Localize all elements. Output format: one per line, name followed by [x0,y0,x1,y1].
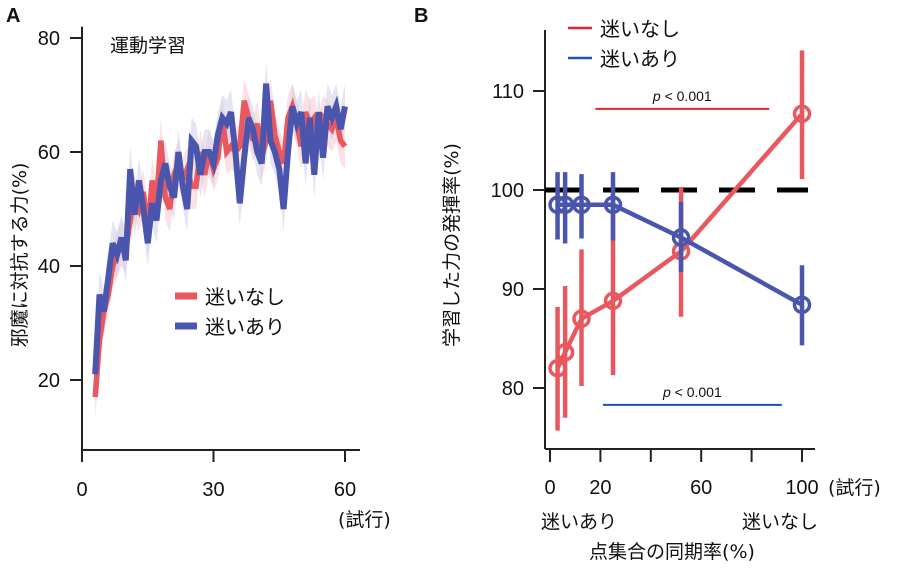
a-xtick-label: 0 [76,479,87,501]
a-ytick-label: 20 [38,370,60,392]
a-ytick-label: 60 [38,142,60,164]
panel-a-legend: 迷いなし 迷いあり [175,285,285,339]
panel-b-significance: p < 0.001 p < 0.001 [595,88,782,406]
panel-a: A 運動学習 20 40 60 80 0 30 60 邪魔に対抗する力(%) (試行) 迷い… [6,5,391,531]
b-point-0-5 [792,104,812,124]
b-point-0-2 [572,309,591,328]
b-ytick-label: 80 [502,378,524,400]
legend-label-no-hesitation-b: 迷いなし [600,17,680,41]
b-significance-label-1: p < 0.001 [662,384,722,400]
panel-b-axes: 80 90 100 110 0 20 60 100 [491,30,819,499]
b-significance-label-0: p < 0.001 [652,88,712,104]
a-xtick-label: 30 [202,479,224,501]
panel-a-letter: A [6,5,20,27]
b-point-1-5 [792,295,812,315]
panel-a-title: 運動学習 [110,35,186,57]
panel-a-ylabel: 邪魔に対抗する力(%) [9,163,31,348]
b-ytick-label: 110 [492,81,524,103]
panel-a-axes: 20 40 60 80 0 30 60 [38,26,360,501]
panel-b-xannot-right: 迷いなし [742,511,818,533]
b-point-0-0 [548,358,567,378]
panel-b-xunit-label: (試行) [828,477,881,499]
b-point-0-1 [555,343,575,362]
a-xtick-label: 60 [334,479,356,501]
panel-b-xlabel: 点集合の同期率(%) [589,541,755,563]
b-xtick-label: 20 [589,477,611,499]
panel-b-legend: 迷いなし 迷いあり [568,17,680,71]
b-point-1-2 [572,195,591,215]
b-xtick-label: 100 [785,477,818,499]
legend-label-hesitation-b: 迷いあり [600,47,680,71]
panel-b-series [548,50,812,431]
panel-a-lines [92,83,348,398]
b-point-1-3 [603,195,623,215]
b-xtick-label: 60 [690,477,712,499]
b-xtick-label: 0 [544,477,555,499]
panel-b-ylabel: 学習した力の発揮率(%) [441,143,463,347]
a-ytick-label: 40 [38,256,60,278]
legend-label-hesitation: 迷いあり [205,315,285,339]
panel-a-xlabel: (試行) [338,509,391,531]
panel-b-xannot-left: 迷いあり [541,511,617,533]
panel-b-letter: B [414,5,428,27]
legend-label-no-hesitation: 迷いなし [205,285,285,309]
a-series-line-1 [92,83,348,375]
b-ytick-label: 100 [491,180,524,202]
b-ytick-label: 90 [502,279,524,301]
a-ytick-label: 80 [38,28,60,50]
b-point-0-3 [603,291,623,311]
b-point-1-4 [671,228,691,247]
